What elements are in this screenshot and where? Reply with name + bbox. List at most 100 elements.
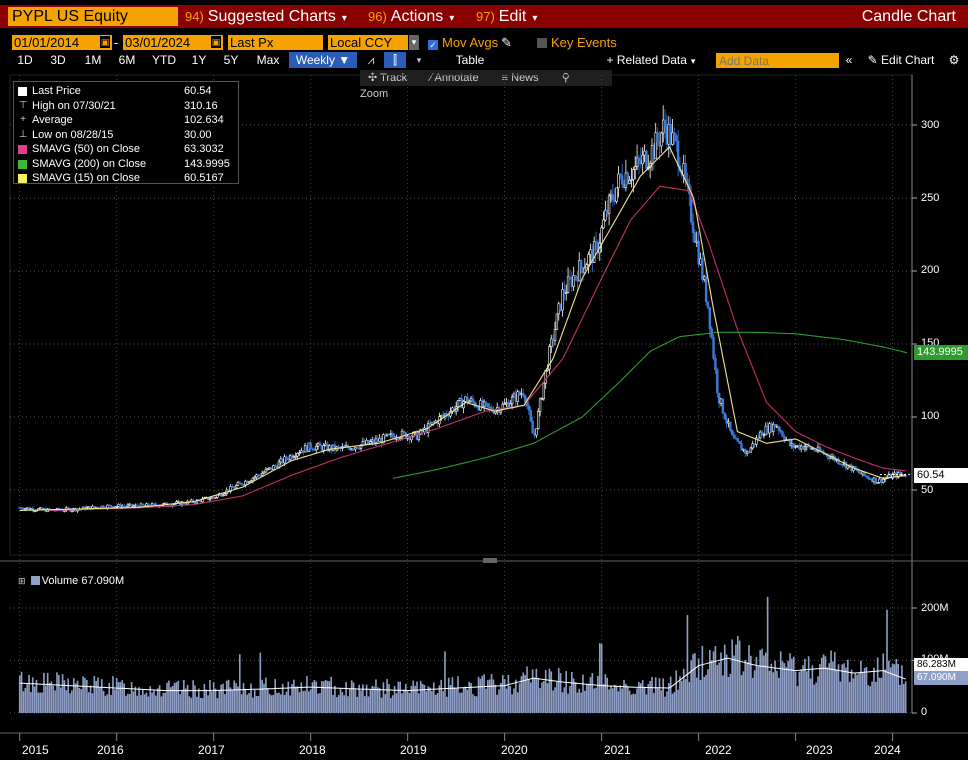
timeframe-ytd[interactable]: YTD [152, 53, 176, 67]
volume-bar [662, 678, 664, 713]
candle-body [260, 472, 264, 476]
gear-icon[interactable]: ⚙ [948, 53, 960, 67]
legend-label: Average [32, 114, 73, 126]
volume-bar [729, 673, 732, 713]
volume-bar [621, 688, 623, 713]
timeframe-max[interactable]: Max [256, 53, 280, 67]
suggested-charts-menu[interactable]: 94) Suggested Charts ▾ [185, 7, 347, 26]
edit-menu[interactable]: 97) Edit ▾ [476, 7, 537, 26]
volume-bar [429, 687, 431, 713]
timeframe-6m[interactable]: 6M [118, 53, 136, 67]
candle-body [333, 444, 337, 451]
timeframe-1d[interactable]: 1D [17, 53, 33, 67]
volume-bar [546, 683, 549, 713]
candle-body [398, 437, 402, 440]
volume-bar [565, 671, 567, 713]
volume-bar [682, 668, 685, 713]
volume-bar [345, 681, 347, 713]
volume-bar [845, 667, 847, 713]
volume-bar [645, 694, 648, 713]
candle-body [350, 448, 353, 451]
volume-bar [630, 694, 633, 713]
volume-bar [76, 680, 79, 713]
chart-style-dropdown-icon[interactable]: ▾ [416, 55, 422, 65]
volume-bar [561, 692, 564, 713]
add-data-input[interactable] [716, 53, 839, 68]
volume-bar [285, 691, 288, 713]
candle-body [40, 507, 44, 510]
collapse-icon[interactable]: « [845, 53, 853, 67]
candle-body [592, 241, 596, 263]
key-events-toggle[interactable]: Key Events [537, 35, 617, 50]
line-chart-icon[interactable]: ⩘ [367, 53, 375, 67]
candle-body [268, 467, 271, 469]
field-select[interactable]: Last Px [228, 35, 323, 50]
calendar-icon[interactable]: ▣ [100, 36, 110, 48]
volume-bar [350, 680, 353, 713]
volume-bar [356, 696, 359, 713]
candle-body [643, 150, 646, 156]
candle-body [725, 418, 728, 424]
volume-bar [904, 681, 907, 713]
volume-bar [317, 693, 319, 713]
volume-bar [253, 689, 256, 713]
edit-chart-button[interactable]: ✎ Edit Chart [860, 52, 942, 68]
volume-bar [54, 690, 56, 713]
related-data-menu[interactable]: + Related Data ▾ [596, 52, 706, 68]
volume-bar [322, 681, 325, 713]
volume-bar [26, 684, 28, 713]
checkbox-unchecked-icon[interactable] [537, 38, 547, 48]
candle-body [520, 393, 523, 395]
volume-bar [567, 693, 569, 713]
ticker-field[interactable]: PYPL US Equity [8, 7, 178, 26]
candle-body [264, 468, 268, 473]
zoom-tool[interactable]: ⚲ Zoom [360, 72, 570, 100]
volume-bar [369, 689, 372, 713]
volume-bar [255, 695, 258, 713]
end-date-input[interactable]: 03/01/2024 ▣ [123, 35, 223, 50]
timeframe-1m[interactable]: 1M [84, 53, 102, 67]
mov-avgs-toggle[interactable]: ✓ Mov Avgs ✎ [428, 35, 512, 50]
volume-bar [177, 680, 180, 713]
timeframe-5y[interactable]: 5Y [223, 53, 239, 67]
currency-dropdown-icon[interactable]: ▾ [409, 35, 419, 50]
candle-body [503, 403, 506, 406]
volume-bar [675, 670, 678, 713]
collapse-box-icon[interactable]: ⊞ [18, 576, 26, 586]
candle-body [87, 506, 90, 508]
candle-body [606, 209, 609, 214]
timeframe-1y[interactable]: 1Y [191, 53, 207, 67]
start-date-value: 01/01/2014 [14, 35, 80, 50]
checkbox-checked-icon[interactable]: ✓ [428, 40, 438, 50]
volume-bar [266, 688, 269, 713]
volume-bar [559, 673, 562, 713]
volume-bar [444, 651, 446, 713]
candle-body [635, 157, 639, 167]
start-date-input[interactable]: 01/01/2014 ▣ [12, 35, 112, 50]
volume-bar [341, 691, 344, 713]
volume-bar [882, 653, 885, 713]
calendar-icon[interactable]: ▣ [211, 36, 221, 48]
candle-body [841, 463, 844, 466]
candle-body [777, 426, 781, 431]
volume-bar [541, 682, 543, 713]
candle-body [753, 443, 756, 445]
period-select[interactable]: Weekly ▼ [289, 52, 357, 68]
volume-bar [501, 675, 504, 713]
pencil-icon[interactable]: ✎ [501, 35, 513, 50]
timeframe-3d[interactable]: 3D [50, 53, 66, 67]
candle-chart-icon[interactable]: ⫿ [384, 52, 406, 68]
table-button[interactable]: Table [455, 53, 485, 67]
currency-select[interactable]: Local CCY [328, 35, 408, 50]
candle-body [400, 430, 404, 439]
volume-bar [298, 692, 301, 713]
volume-bar [710, 660, 713, 713]
volume-bar [770, 663, 773, 713]
volume-bar [830, 650, 832, 713]
volume-bar [779, 651, 782, 713]
volume-bar [750, 655, 752, 713]
volume-bar [358, 684, 360, 713]
volume-bar [147, 696, 150, 713]
actions-menu[interactable]: 96) Actions ▾ [368, 7, 454, 26]
